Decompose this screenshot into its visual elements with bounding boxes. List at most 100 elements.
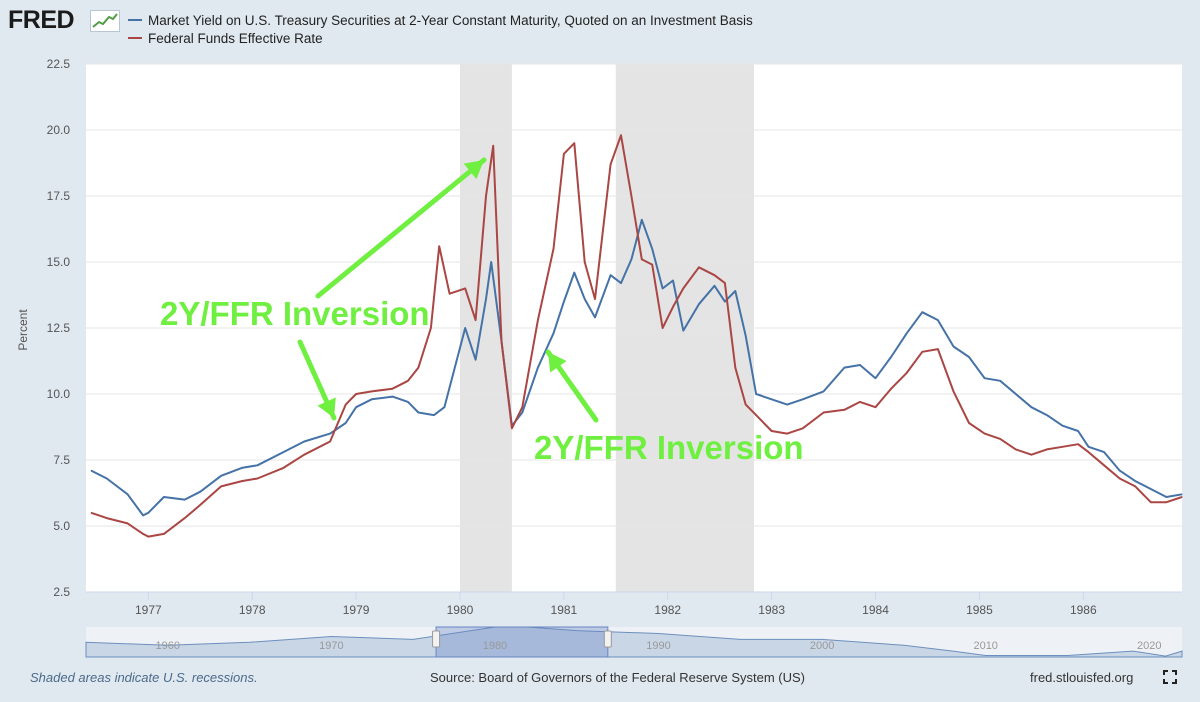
navigator-handle[interactable] [603, 630, 612, 648]
chart-header: FRED Market Yield on U.S. Treasury Secur… [0, 0, 1200, 56]
data-point [355, 393, 357, 395]
data-point [282, 467, 284, 469]
data-point [563, 153, 565, 155]
data-point [184, 499, 186, 501]
data-point [1150, 501, 1152, 503]
data-point [147, 535, 149, 538]
data-point [984, 433, 986, 435]
data-point [1165, 496, 1168, 498]
data-point [584, 298, 586, 300]
data-point [745, 335, 747, 337]
data-point [802, 398, 804, 400]
data-point [371, 398, 373, 400]
x-tick-label: 1979 [343, 603, 370, 617]
site-link[interactable]: fred.stlouisfed.org [1030, 670, 1134, 685]
legend-item-fed-funds[interactable]: Federal Funds Effective Rate [128, 30, 323, 46]
legend-item-2y-yield[interactable]: Market Yield on U.S. Treasury Securities… [128, 12, 753, 28]
data-point [786, 433, 788, 435]
data-point [584, 261, 586, 263]
legend-swatch-blue [128, 19, 142, 21]
data-point [391, 396, 394, 398]
data-point [682, 287, 684, 289]
data-point [563, 301, 565, 303]
series-lines [90, 134, 1183, 538]
data-point [492, 145, 494, 147]
data-point [282, 451, 284, 453]
data-point [1030, 406, 1032, 408]
data-point [537, 319, 539, 321]
data-point [890, 356, 892, 358]
data-point [1134, 480, 1136, 482]
data-point [454, 367, 456, 369]
y-tick-label: 10.0 [47, 387, 71, 401]
data-point [256, 464, 259, 466]
data-point [755, 414, 757, 416]
data-point [449, 293, 451, 295]
data-point [661, 287, 664, 289]
data-point [984, 377, 986, 379]
navigator-tick-label: 2020 [1137, 640, 1161, 652]
data-point [906, 332, 908, 334]
data-point [859, 401, 861, 403]
data-point [968, 422, 970, 424]
data-point [734, 367, 736, 369]
navigator-handle[interactable] [432, 630, 441, 648]
arrow-head [317, 397, 336, 418]
data-point [391, 388, 394, 390]
data-point [937, 348, 939, 350]
data-point [822, 390, 825, 392]
data-point [734, 290, 736, 292]
x-tick-label: 1981 [551, 603, 578, 617]
data-point [724, 301, 726, 303]
arrow-to-1978-inversion [297, 339, 337, 421]
y-tick-label: 17.5 [47, 189, 71, 203]
data-point [672, 306, 674, 308]
data-point [822, 411, 825, 414]
data-point [106, 517, 108, 519]
data-point [303, 440, 305, 443]
y-tick-label: 12.5 [47, 321, 71, 335]
data-point [610, 274, 612, 276]
data-point [952, 345, 955, 348]
data-point [843, 409, 845, 411]
arrow-head [463, 160, 484, 180]
data-point [500, 340, 503, 342]
data-point [1087, 451, 1090, 453]
data-point [1046, 414, 1048, 416]
recession-note: Shaded areas indicate U.S. recessions. [30, 670, 258, 685]
data-point [874, 406, 877, 408]
data-point [1181, 496, 1183, 498]
data-point [1103, 464, 1105, 466]
data-point [802, 427, 804, 429]
data-point [126, 522, 129, 524]
data-point [474, 359, 477, 361]
data-point [474, 319, 477, 321]
data-point [485, 195, 487, 197]
data-point [698, 266, 700, 268]
data-point [417, 367, 420, 369]
data-point [1061, 446, 1064, 448]
x-tick-label: 1982 [654, 603, 681, 617]
y-axis-label: Percent [16, 309, 30, 351]
range-navigator[interactable]: 1960 1970 1980 1990 2000 2010 2020 [85, 626, 1183, 658]
fullscreen-icon[interactable] [1163, 670, 1177, 684]
arrow-shaft [315, 157, 487, 299]
data-point [1015, 393, 1017, 395]
y-tick-label: 7.5 [53, 453, 70, 467]
data-point [1030, 454, 1032, 456]
data-point [968, 356, 970, 358]
data-point [256, 477, 259, 480]
inversion-annotation-1: 2Y/FFR Inversion [160, 295, 430, 332]
x-tick-label: 1983 [758, 603, 785, 617]
fred-logo[interactable]: FRED [8, 6, 75, 34]
navigator-tick-label: 2010 [973, 640, 997, 652]
navigator-tick-label: 1980 [483, 640, 507, 652]
navigator-tick-label: 2000 [810, 640, 834, 652]
data-point [521, 406, 523, 408]
data-point [552, 332, 555, 334]
data-point [1077, 430, 1079, 432]
navigator-selection[interactable] [435, 626, 609, 658]
data-point [241, 480, 243, 482]
data-point [163, 496, 165, 498]
